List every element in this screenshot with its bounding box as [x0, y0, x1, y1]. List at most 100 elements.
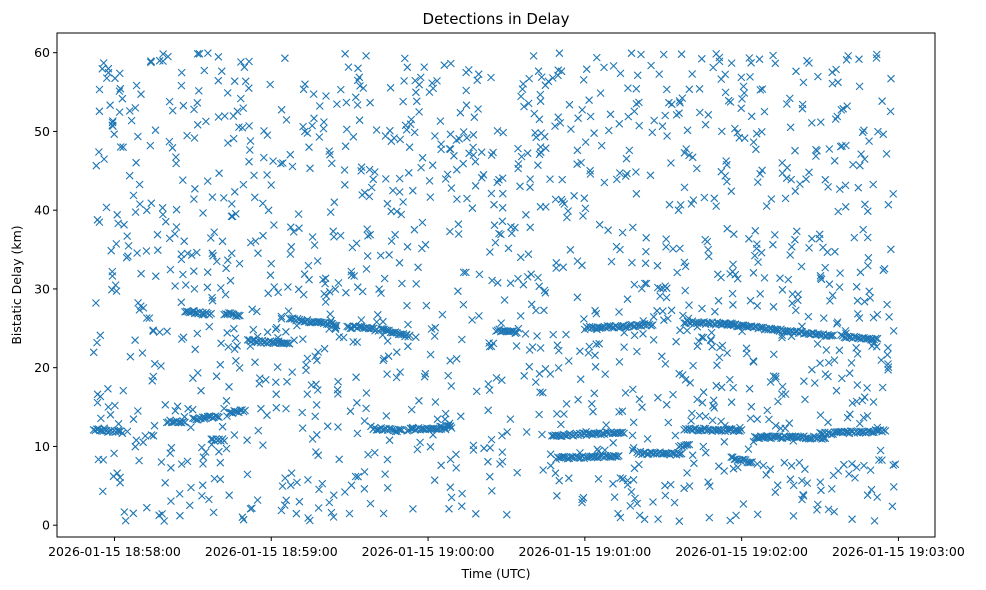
data-point [121, 516, 130, 525]
data-point [312, 401, 321, 409]
data-point [681, 286, 690, 295]
data-point [410, 128, 419, 137]
data-point [578, 498, 586, 507]
x-tick-label: 2026-01-15 19:01:00 [518, 544, 651, 559]
data-point [206, 234, 215, 242]
data-point [487, 342, 496, 351]
data-point [808, 234, 816, 243]
data-point [264, 206, 273, 215]
data-point [781, 194, 790, 203]
data-point [658, 122, 667, 131]
data-point [116, 84, 125, 93]
data-point [787, 461, 796, 470]
data-point [725, 375, 734, 384]
data-point [245, 57, 253, 66]
data-point [747, 112, 756, 121]
data-point [615, 358, 624, 366]
data-point [190, 309, 199, 318]
data-point [716, 343, 724, 352]
data-point [759, 461, 768, 470]
data-point [733, 128, 742, 137]
data-point [609, 438, 618, 447]
data-point [807, 119, 816, 127]
data-point [855, 419, 864, 428]
data-point [767, 195, 776, 203]
data-point [208, 193, 217, 201]
data-point [102, 203, 111, 212]
data-point [171, 406, 180, 415]
data-point [485, 339, 493, 347]
data-point [870, 517, 879, 525]
data-point [604, 226, 612, 235]
data-point [635, 511, 644, 520]
data-point [769, 350, 778, 359]
data-point [305, 516, 314, 525]
data-point [889, 461, 898, 469]
data-point [200, 415, 209, 423]
data-point [223, 89, 232, 97]
data-point [223, 256, 232, 265]
data-point [865, 137, 873, 145]
data-point [392, 207, 401, 216]
data-point [246, 137, 255, 145]
data-point [257, 404, 265, 413]
data-point [89, 348, 98, 357]
data-point [816, 478, 825, 486]
data-point [336, 231, 345, 240]
data-point [889, 190, 898, 198]
data-point [391, 230, 399, 239]
data-point [803, 479, 812, 487]
data-point [681, 262, 690, 271]
data-point [726, 270, 735, 278]
data-point [320, 290, 329, 298]
data-point [219, 194, 228, 202]
data-point [305, 275, 313, 284]
data-point [395, 188, 404, 196]
data-point [150, 359, 159, 368]
data-point [740, 89, 749, 97]
data-point [286, 250, 295, 258]
data-point [727, 398, 736, 407]
data-point [540, 306, 548, 315]
data-point [728, 289, 737, 298]
data-point [884, 365, 892, 374]
data-point [683, 440, 692, 449]
data-point [134, 132, 142, 141]
data-point [295, 224, 303, 233]
data-point [114, 419, 123, 428]
data-point [821, 263, 830, 272]
data-point [138, 349, 147, 357]
data-point [329, 227, 338, 236]
data-point [709, 63, 718, 72]
data-point [123, 427, 132, 436]
data-point [298, 335, 307, 343]
data-point [541, 288, 550, 297]
data-point [648, 128, 657, 137]
data-point [104, 384, 112, 393]
data-point [623, 169, 631, 178]
data-point [379, 317, 387, 326]
data-point [705, 513, 714, 522]
data-point [320, 118, 328, 126]
data-point [157, 458, 166, 466]
data-point [339, 333, 348, 342]
data-point [315, 485, 323, 494]
data-point [181, 281, 190, 289]
data-point [866, 294, 875, 302]
data-point [796, 432, 805, 441]
data-point [194, 87, 203, 95]
data-point [656, 292, 664, 300]
data-point [286, 223, 295, 232]
data-point [884, 363, 893, 371]
data-point [565, 100, 574, 109]
data-point [377, 325, 385, 333]
data-point [544, 77, 553, 86]
data-point [402, 125, 411, 134]
data-point [698, 304, 706, 313]
data-point [726, 516, 735, 525]
data-point [475, 312, 483, 320]
data-point [334, 423, 342, 431]
data-point [789, 512, 798, 520]
data-point [412, 88, 420, 97]
data-points [89, 49, 900, 526]
